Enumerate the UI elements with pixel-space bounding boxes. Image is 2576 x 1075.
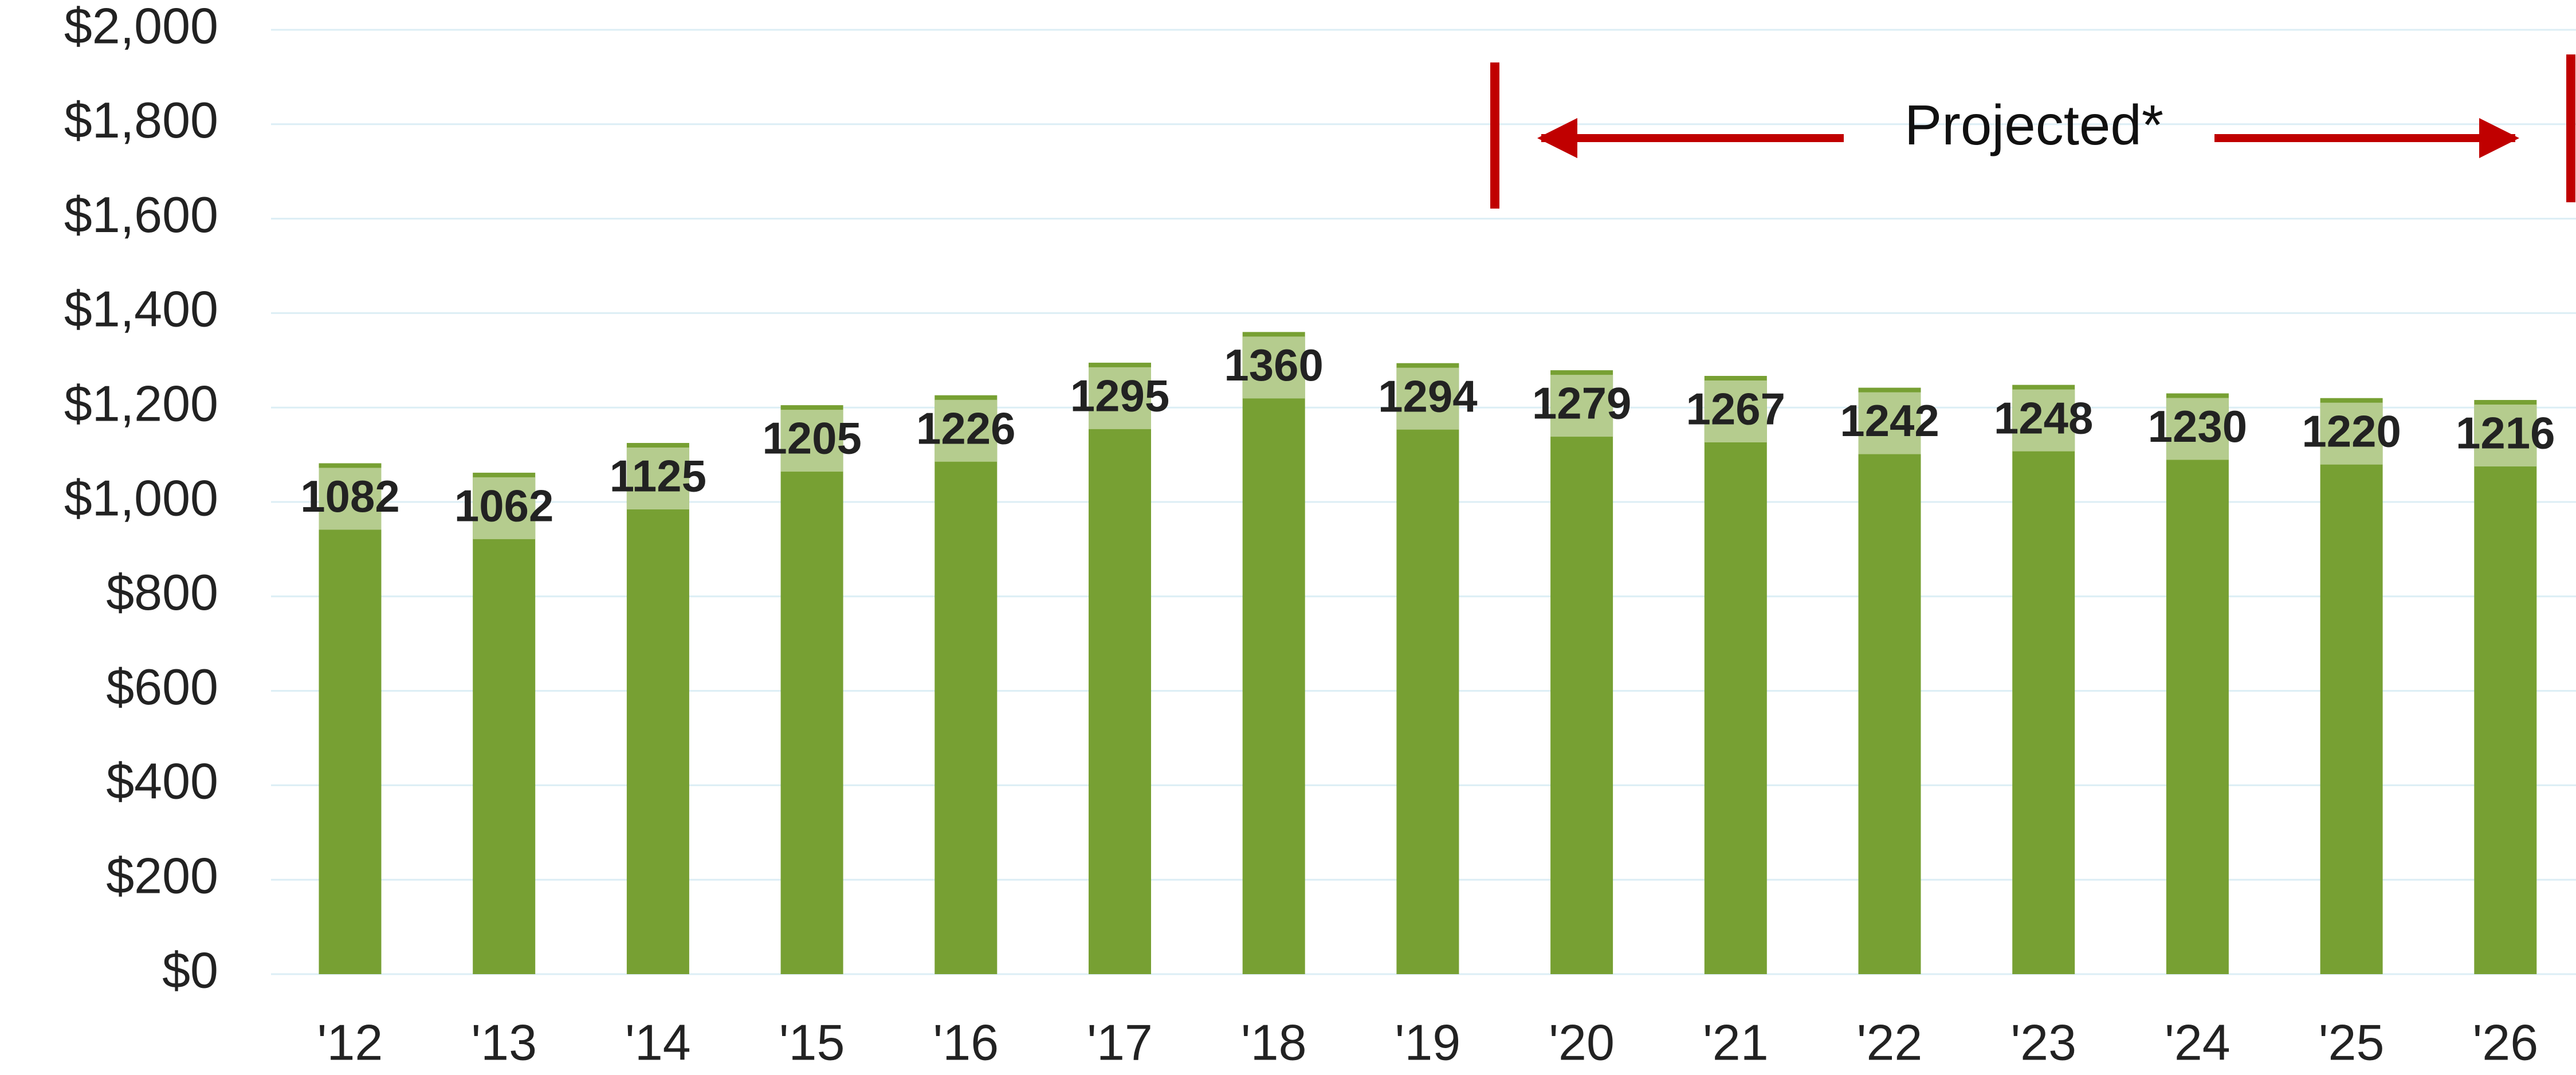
- data-label: 1294: [1378, 371, 1478, 421]
- bar: [626, 443, 689, 974]
- bar: [2166, 393, 2229, 974]
- bar: [2320, 398, 2383, 974]
- data-label: 1205: [762, 413, 862, 464]
- bar: [2474, 400, 2537, 974]
- y-tick-label: $2,000: [64, 0, 218, 54]
- x-tick-label: '16: [933, 1014, 999, 1070]
- data-label-box: [934, 399, 998, 462]
- bar: [2012, 385, 2075, 975]
- data-label-box: [780, 410, 843, 472]
- x-tick-label: '13: [471, 1014, 537, 1070]
- bar: [473, 472, 536, 974]
- data-label-box: [1704, 380, 1767, 442]
- data-label-box: [1242, 336, 1305, 399]
- x-tick-label: '19: [1395, 1014, 1461, 1070]
- y-tick-label: $400: [106, 753, 218, 810]
- data-label-box: [1089, 367, 1151, 429]
- data-label: 1062: [454, 481, 554, 531]
- data-label-box: [1550, 375, 1613, 437]
- y-tick-label: $600: [106, 658, 218, 715]
- data-label-box: [1396, 367, 1459, 430]
- x-tick-label: '12: [317, 1014, 383, 1070]
- x-tick-label: '20: [1549, 1014, 1615, 1070]
- bar: [780, 405, 843, 974]
- y-tick-label: $1,400: [64, 281, 218, 338]
- y-tick-label: $1,800: [64, 92, 218, 148]
- x-tick-label: '15: [779, 1014, 845, 1070]
- data-label-box: [473, 477, 536, 539]
- data-label: 1360: [1224, 340, 1324, 390]
- data-label-box: [626, 448, 689, 509]
- y-tick-label: $800: [106, 564, 218, 621]
- bar: [1858, 387, 1921, 974]
- y-tick-label: $200: [106, 847, 218, 904]
- bar: [1089, 362, 1151, 975]
- x-tick-label: '14: [625, 1014, 691, 1070]
- y-tick-label: $1,000: [64, 469, 218, 526]
- bars: 1082 1062 1125 1205 1226 1295 1360 1294 1279 1267…: [300, 332, 2555, 975]
- y-tick-label: $0: [162, 941, 218, 998]
- data-label-box: [2320, 402, 2383, 465]
- data-label-box: [1858, 392, 1921, 454]
- bar: [1704, 375, 1767, 975]
- x-tick-label: '18: [1241, 1014, 1307, 1070]
- bar: [1242, 332, 1305, 974]
- x-tick-label: '26: [2472, 1014, 2538, 1070]
- data-label: 1226: [916, 403, 1016, 453]
- data-label-box: [2012, 389, 2075, 452]
- data-label: 1295: [1070, 371, 1170, 421]
- bar: [1396, 363, 1459, 974]
- x-tick-label: '24: [2165, 1014, 2231, 1070]
- data-label: 1248: [1994, 393, 2094, 443]
- data-label: 1216: [2456, 408, 2555, 458]
- data-label-box: [2166, 398, 2229, 460]
- data-label-box: [2474, 405, 2537, 467]
- x-tick-label: '25: [2319, 1014, 2385, 1070]
- x-tick-label: '22: [1857, 1014, 1923, 1070]
- x-tick-label: '17: [1087, 1014, 1153, 1070]
- data-label: 1220: [2302, 406, 2401, 456]
- y-tick-label: $1,600: [64, 186, 218, 243]
- bar: [319, 463, 382, 974]
- y-tick-label: $1,200: [64, 375, 218, 431]
- bar: [1550, 370, 1613, 974]
- data-label: 1082: [300, 471, 400, 521]
- x-tick-label: '21: [1703, 1014, 1769, 1070]
- data-label: 1267: [1686, 384, 1786, 434]
- annotation: Projected*: [1904, 93, 2163, 156]
- x-tick-label: '23: [2010, 1014, 2076, 1070]
- data-label: 1279: [1532, 378, 1632, 429]
- data-label: 1230: [2148, 401, 2248, 452]
- bar: [934, 395, 998, 974]
- data-label: 1242: [1840, 395, 1939, 446]
- data-label-box: [319, 468, 382, 530]
- data-label: 1125: [610, 451, 706, 501]
